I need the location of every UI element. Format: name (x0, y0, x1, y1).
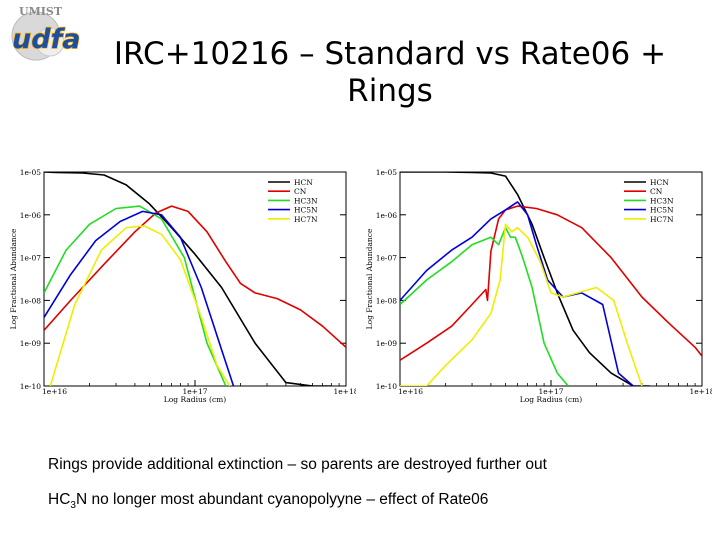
y-tick-label: 1e-07 (376, 254, 398, 263)
x-tick-label: 1e+17 (538, 387, 563, 396)
x-tick-label: 1e+17 (182, 387, 207, 396)
y-axis-label: Log Fractional Abundance (9, 228, 18, 329)
y-tick-label: 1e-09 (376, 339, 398, 348)
legend-label-hc5n: HC5N (650, 206, 674, 215)
y-tick-label: 1e-05 (376, 168, 398, 177)
caption-rings: Rings provide additional extinction – so… (48, 456, 547, 473)
logo-top-text: UMIST (19, 5, 63, 18)
udfa-logo: UMIST udfa (6, 2, 88, 62)
legend-label-cn: CN (294, 187, 307, 196)
legend-label-hcn: HCN (294, 178, 313, 187)
series-line-hc5n (400, 201, 634, 386)
slide-title: IRC+10216 – Standard vs Rate06 + Rings (70, 36, 710, 110)
y-tick-label: 1e-08 (376, 296, 398, 305)
y-tick-label: 1e-05 (20, 168, 42, 177)
series-line-hc7n (49, 225, 231, 386)
caption-hc3n-prefix: HC (48, 491, 71, 508)
series-line-cn (400, 205, 702, 361)
chart-rate06-rings: 1e-05 1e-06 1e-07 1e-08 1e-09 1e-10 1e+16 1e+17… (364, 162, 712, 412)
x-axis-label: Log Radius (cm) (164, 395, 226, 404)
chart-standard: 1e-05 1e-06 1e-07 1e-08 1e-09 1e-10 1e+16 1e+17… (8, 162, 356, 412)
series-line-hc3n (400, 226, 569, 386)
x-tick-label: 1e+16 (398, 387, 423, 396)
y-tick-label: 1e-10 (20, 382, 42, 391)
legend-label-hc3n: HC3N (294, 196, 318, 205)
legend-label-cn: CN (650, 187, 663, 196)
y-tick-label: 1e-06 (376, 211, 398, 220)
series-line-cn (44, 205, 346, 348)
caption-hc3n: HC3N no longer most abundant cyanopolyyn… (48, 491, 488, 511)
series-line-hc7n (400, 223, 643, 386)
y-tick-label: 1e-08 (20, 296, 42, 305)
y-tick-label: 1e-09 (20, 339, 42, 348)
caption-hc3n-suffix: N no longer most abundant cyanopolyyne –… (75, 491, 489, 508)
x-axis-label: Log Radius (cm) (520, 395, 582, 404)
series-line-hc3n (44, 205, 227, 386)
x-tick-label: 1e+18 (689, 387, 712, 396)
title-line-2: Rings (347, 73, 433, 109)
x-tick-label: 1e+18 (333, 387, 356, 396)
y-tick-label: 1e-06 (20, 211, 42, 220)
legend-label-hc5n: HC5N (294, 206, 318, 215)
series-line-hc5n (44, 210, 235, 386)
legend-label-hc7n: HC7N (650, 215, 674, 224)
title-line-1: IRC+10216 – Standard vs Rate06 + (113, 36, 667, 72)
caption-hc3n-subscript: 3 (70, 500, 76, 512)
x-tick-label: 1e+16 (42, 387, 67, 396)
y-tick-label: 1e-10 (376, 382, 398, 391)
legend-label-hc7n: HC7N (294, 215, 318, 224)
legend-label-hcn: HCN (650, 178, 669, 187)
logo-main-text: udfa (12, 24, 81, 55)
legend-label-hc3n: HC3N (650, 196, 674, 205)
y-axis-label: Log Fractional Abundance (365, 228, 374, 329)
y-tick-label: 1e-07 (20, 254, 42, 263)
series-line-hcn (400, 172, 650, 386)
